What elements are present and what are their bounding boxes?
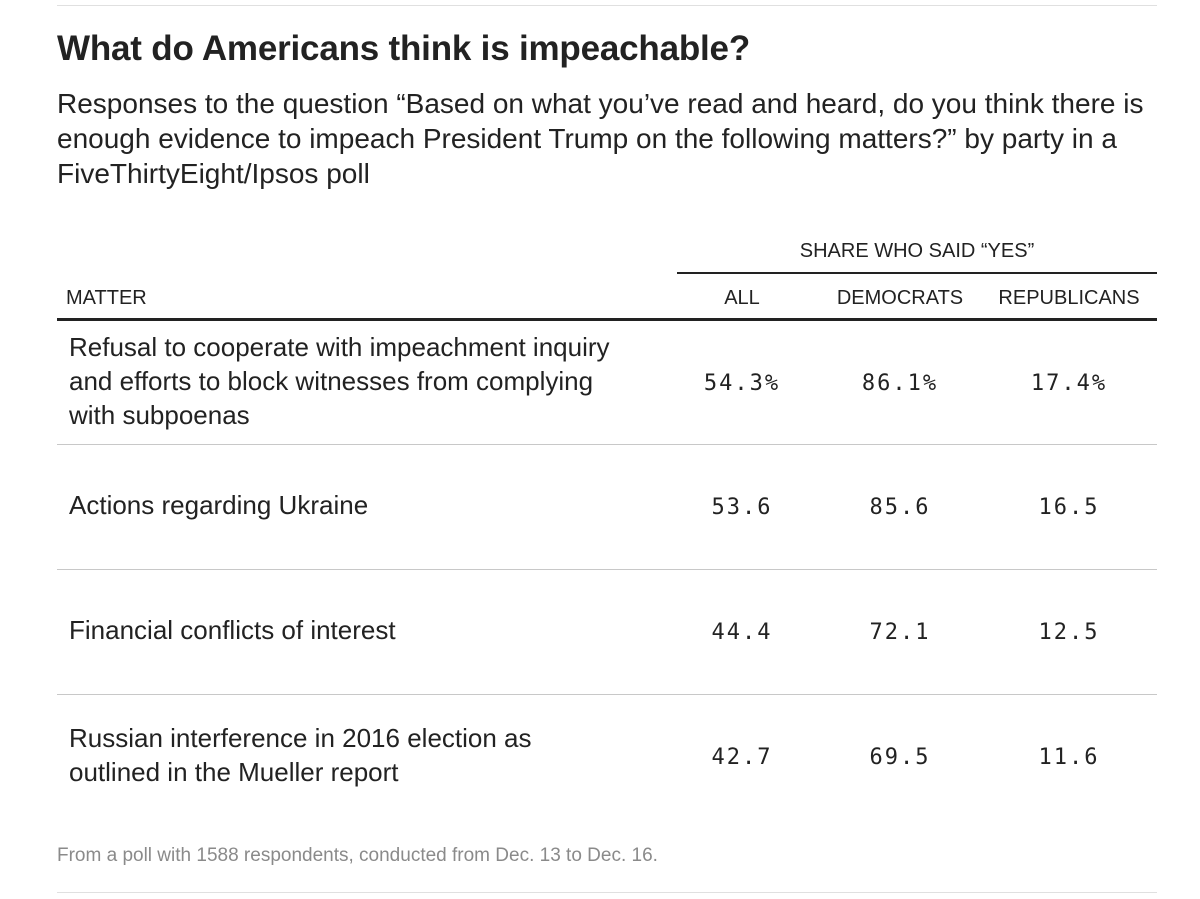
row-value-democrats: 69.5 [869, 745, 931, 770]
row-divider [57, 444, 1157, 445]
row-value-all: 44.4 [711, 620, 773, 645]
row-matter: Financial conflicts of interest [69, 615, 396, 645]
group-header-share-yes: SHARE WHO SAID “YES” [799, 240, 1035, 262]
top-rule [57, 5, 1157, 6]
table-row: Refusal to cooperate with impeachment in… [57, 321, 1157, 444]
row-matter: Refusal to cooperate with impeachment in… [69, 332, 610, 430]
row-value-republicans: 12.5 [1038, 620, 1100, 645]
header-rule [57, 318, 1157, 321]
row-value-democrats: 85.6 [869, 495, 931, 520]
table-row: Actions regarding Ukraine 53.6 85.6 16.5 [57, 445, 1157, 569]
row-value-republicans: 17.4% [1030, 371, 1108, 396]
column-header-matter: MATTER [66, 287, 147, 309]
bottom-rule [57, 892, 1157, 893]
chart-subtitle: Responses to the question “Based on what… [57, 88, 1144, 189]
table-row: Russian interference in 2016 election as… [57, 695, 1157, 819]
column-header-all: ALL [724, 287, 760, 309]
chart-title: What do Americans think is impeachable? [57, 29, 751, 68]
row-value-all: 53.6 [711, 495, 773, 520]
column-header-republicans: REPUBLICANS [998, 287, 1140, 309]
group-header-rule [677, 272, 1157, 274]
column-header-democrats: DEMOCRATS [836, 287, 964, 309]
row-matter: Russian interference in 2016 election as… [69, 723, 532, 787]
footnote: From a poll with 1588 respondents, condu… [57, 845, 658, 866]
table-row: Financial conflicts of interest 44.4 72.… [57, 570, 1157, 694]
row-divider [57, 694, 1157, 695]
row-matter: Actions regarding Ukraine [69, 490, 369, 520]
row-value-democrats: 72.1 [869, 620, 931, 645]
row-value-democrats: 86.1% [861, 371, 939, 396]
row-value-republicans: 11.6 [1038, 745, 1100, 770]
row-divider [57, 569, 1157, 570]
row-value-all: 54.3% [703, 371, 781, 396]
row-value-republicans: 16.5 [1038, 495, 1100, 520]
row-value-all: 42.7 [711, 745, 773, 770]
